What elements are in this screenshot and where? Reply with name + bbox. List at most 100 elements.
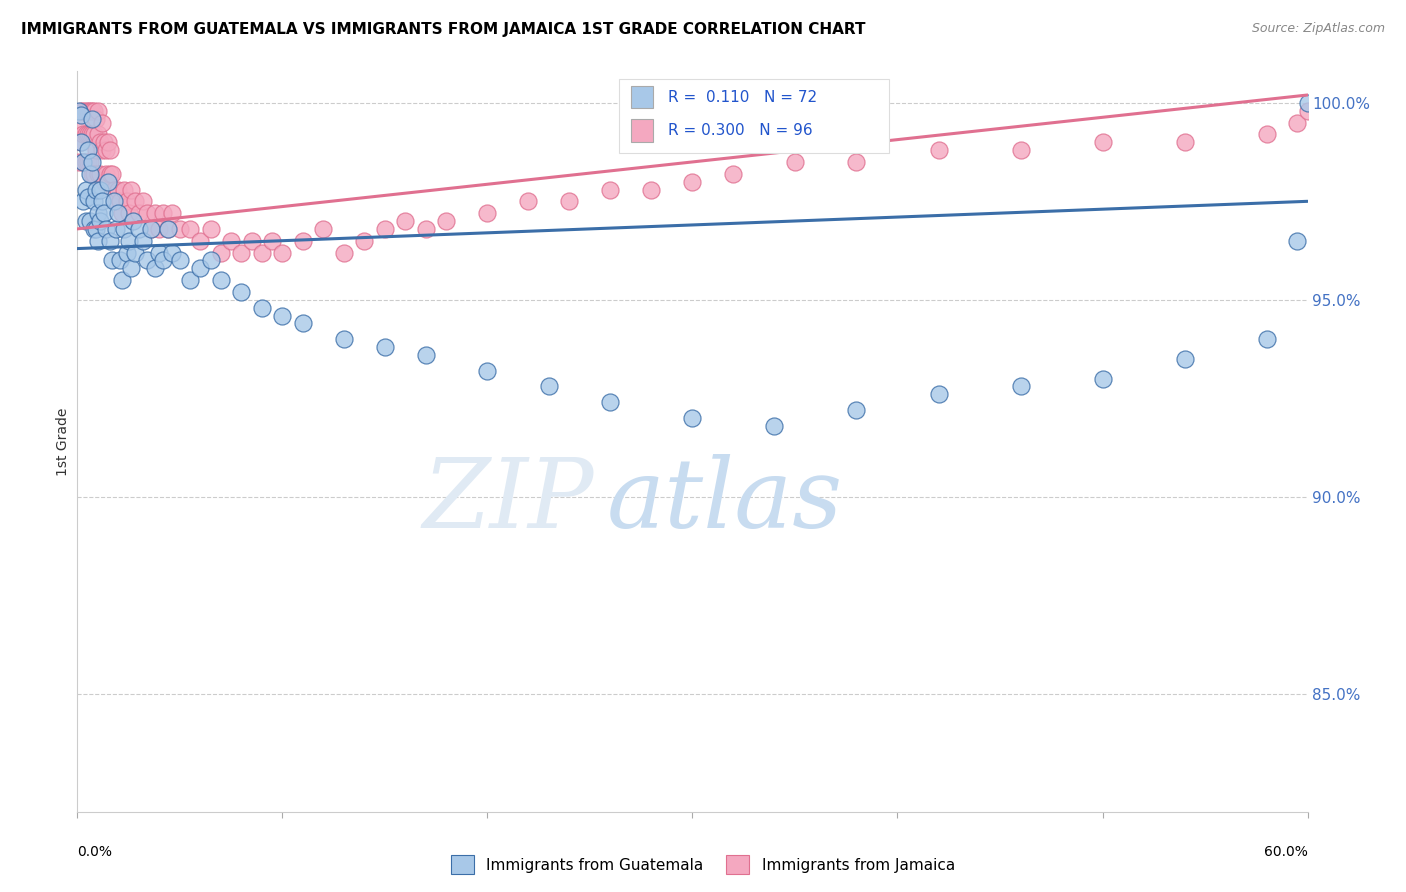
- Point: [76, 143, 98, 157]
- Point: [87, 234, 110, 248]
- Point: [89, 167, 111, 181]
- Point: [141, 222, 163, 236]
- Point: [333, 245, 356, 260]
- Point: [110, 253, 132, 268]
- Point: [1296, 95, 1319, 110]
- Point: [179, 222, 201, 236]
- Point: [84, 112, 107, 126]
- Point: [72, 194, 94, 209]
- Point: [179, 273, 201, 287]
- Point: [845, 403, 868, 417]
- Point: [80, 103, 103, 118]
- Point: [231, 285, 253, 299]
- Point: [70, 103, 93, 118]
- Point: [1286, 115, 1309, 129]
- Point: [1174, 351, 1197, 366]
- Point: [160, 206, 183, 220]
- Point: [80, 128, 103, 142]
- Point: [90, 143, 114, 157]
- Point: [1286, 234, 1309, 248]
- Point: [682, 411, 704, 425]
- Point: [200, 222, 222, 236]
- Point: [477, 206, 499, 220]
- Point: [93, 135, 115, 149]
- Point: [75, 128, 97, 142]
- Point: [1091, 371, 1114, 385]
- Point: [93, 175, 115, 189]
- Point: [80, 112, 103, 126]
- FancyBboxPatch shape: [619, 78, 890, 153]
- Point: [517, 194, 540, 209]
- Point: [72, 103, 94, 118]
- Point: [79, 128, 101, 142]
- Point: [79, 167, 101, 181]
- Point: [262, 234, 284, 248]
- Point: [1296, 103, 1319, 118]
- Point: [84, 182, 107, 196]
- Point: [477, 364, 499, 378]
- Point: [79, 155, 101, 169]
- FancyBboxPatch shape: [631, 120, 654, 142]
- Text: 60.0%: 60.0%: [1264, 846, 1308, 859]
- Point: [76, 103, 98, 118]
- Point: [98, 234, 121, 248]
- Text: IMMIGRANTS FROM GUATEMALA VS IMMIGRANTS FROM JAMAICA 1ST GRADE CORRELATION CHART: IMMIGRANTS FROM GUATEMALA VS IMMIGRANTS …: [21, 22, 866, 37]
- Point: [83, 128, 105, 142]
- Point: [67, 155, 90, 169]
- Point: [1337, 103, 1360, 118]
- Point: [132, 234, 155, 248]
- Point: [188, 234, 212, 248]
- Point: [640, 182, 662, 196]
- Point: [120, 182, 142, 196]
- Point: [101, 253, 124, 268]
- Point: [75, 155, 97, 169]
- Point: [94, 222, 117, 236]
- Point: [83, 194, 105, 209]
- Point: [97, 175, 120, 189]
- Point: [70, 135, 93, 149]
- Point: [136, 206, 159, 220]
- Point: [928, 387, 950, 401]
- Point: [124, 245, 146, 260]
- Point: [783, 155, 806, 169]
- Point: [271, 245, 294, 260]
- Point: [143, 261, 166, 276]
- Point: [1010, 379, 1032, 393]
- Text: Source: ZipAtlas.com: Source: ZipAtlas.com: [1251, 22, 1385, 36]
- Point: [132, 194, 155, 209]
- Point: [70, 108, 93, 122]
- Point: [110, 194, 132, 209]
- Point: [415, 348, 437, 362]
- Point: [83, 103, 105, 118]
- Point: [250, 245, 273, 260]
- Point: [79, 214, 101, 228]
- Point: [120, 261, 142, 276]
- Point: [101, 167, 124, 181]
- Point: [928, 143, 950, 157]
- Point: [152, 206, 174, 220]
- Point: [1317, 115, 1340, 129]
- Point: [124, 194, 146, 209]
- Point: [114, 182, 136, 196]
- Point: [141, 222, 163, 236]
- Point: [240, 234, 263, 248]
- Point: [291, 317, 314, 331]
- Point: [83, 167, 105, 181]
- Point: [160, 245, 183, 260]
- Point: [105, 222, 128, 236]
- Point: [143, 206, 166, 220]
- Point: [291, 234, 314, 248]
- Point: [84, 222, 107, 236]
- Point: [436, 214, 458, 228]
- Point: [148, 222, 170, 236]
- Point: [169, 222, 191, 236]
- Point: [128, 222, 150, 236]
- Point: [374, 222, 396, 236]
- Point: [98, 167, 121, 181]
- Point: [94, 167, 117, 181]
- Point: [599, 182, 621, 196]
- Point: [98, 143, 121, 157]
- Point: [83, 222, 105, 236]
- Point: [152, 253, 174, 268]
- Point: [84, 143, 107, 157]
